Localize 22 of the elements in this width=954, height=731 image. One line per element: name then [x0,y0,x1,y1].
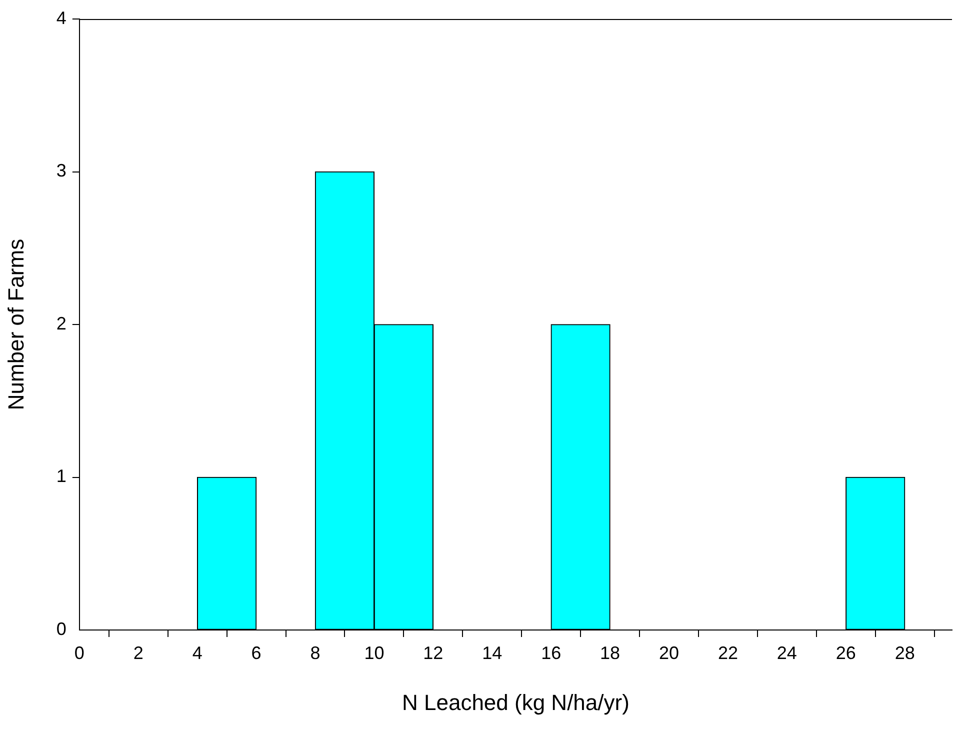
x-tick-label: 12 [423,642,444,663]
x-tick-label: 6 [251,642,262,663]
x-tick-label: 24 [776,642,797,663]
x-tick-label: 4 [192,642,202,663]
x-tick-label: 16 [541,642,562,663]
x-tick-label: 26 [836,642,856,663]
x-tick-label: 8 [310,642,320,663]
x-tick-label: 2 [133,642,144,663]
x-tick-label: 18 [600,642,620,663]
y-tick-label: 0 [56,618,66,639]
y-tick-label: 1 [56,466,66,486]
x-tick-label: 20 [658,642,680,663]
y-tick-label: 3 [56,160,66,181]
x-axis-title: N Leached (kg N/ha/yr) [402,690,630,715]
y-axis-title: Number of Farms [3,238,28,410]
x-tick-label: 22 [718,642,738,663]
y-tick-label: 4 [56,8,66,28]
x-tick-label: 28 [894,642,915,663]
x-tick-label: 0 [74,642,84,663]
x-tick-label: 10 [364,642,384,663]
x-tick-label: 14 [482,642,502,663]
y-tick-label: 2 [56,313,66,334]
